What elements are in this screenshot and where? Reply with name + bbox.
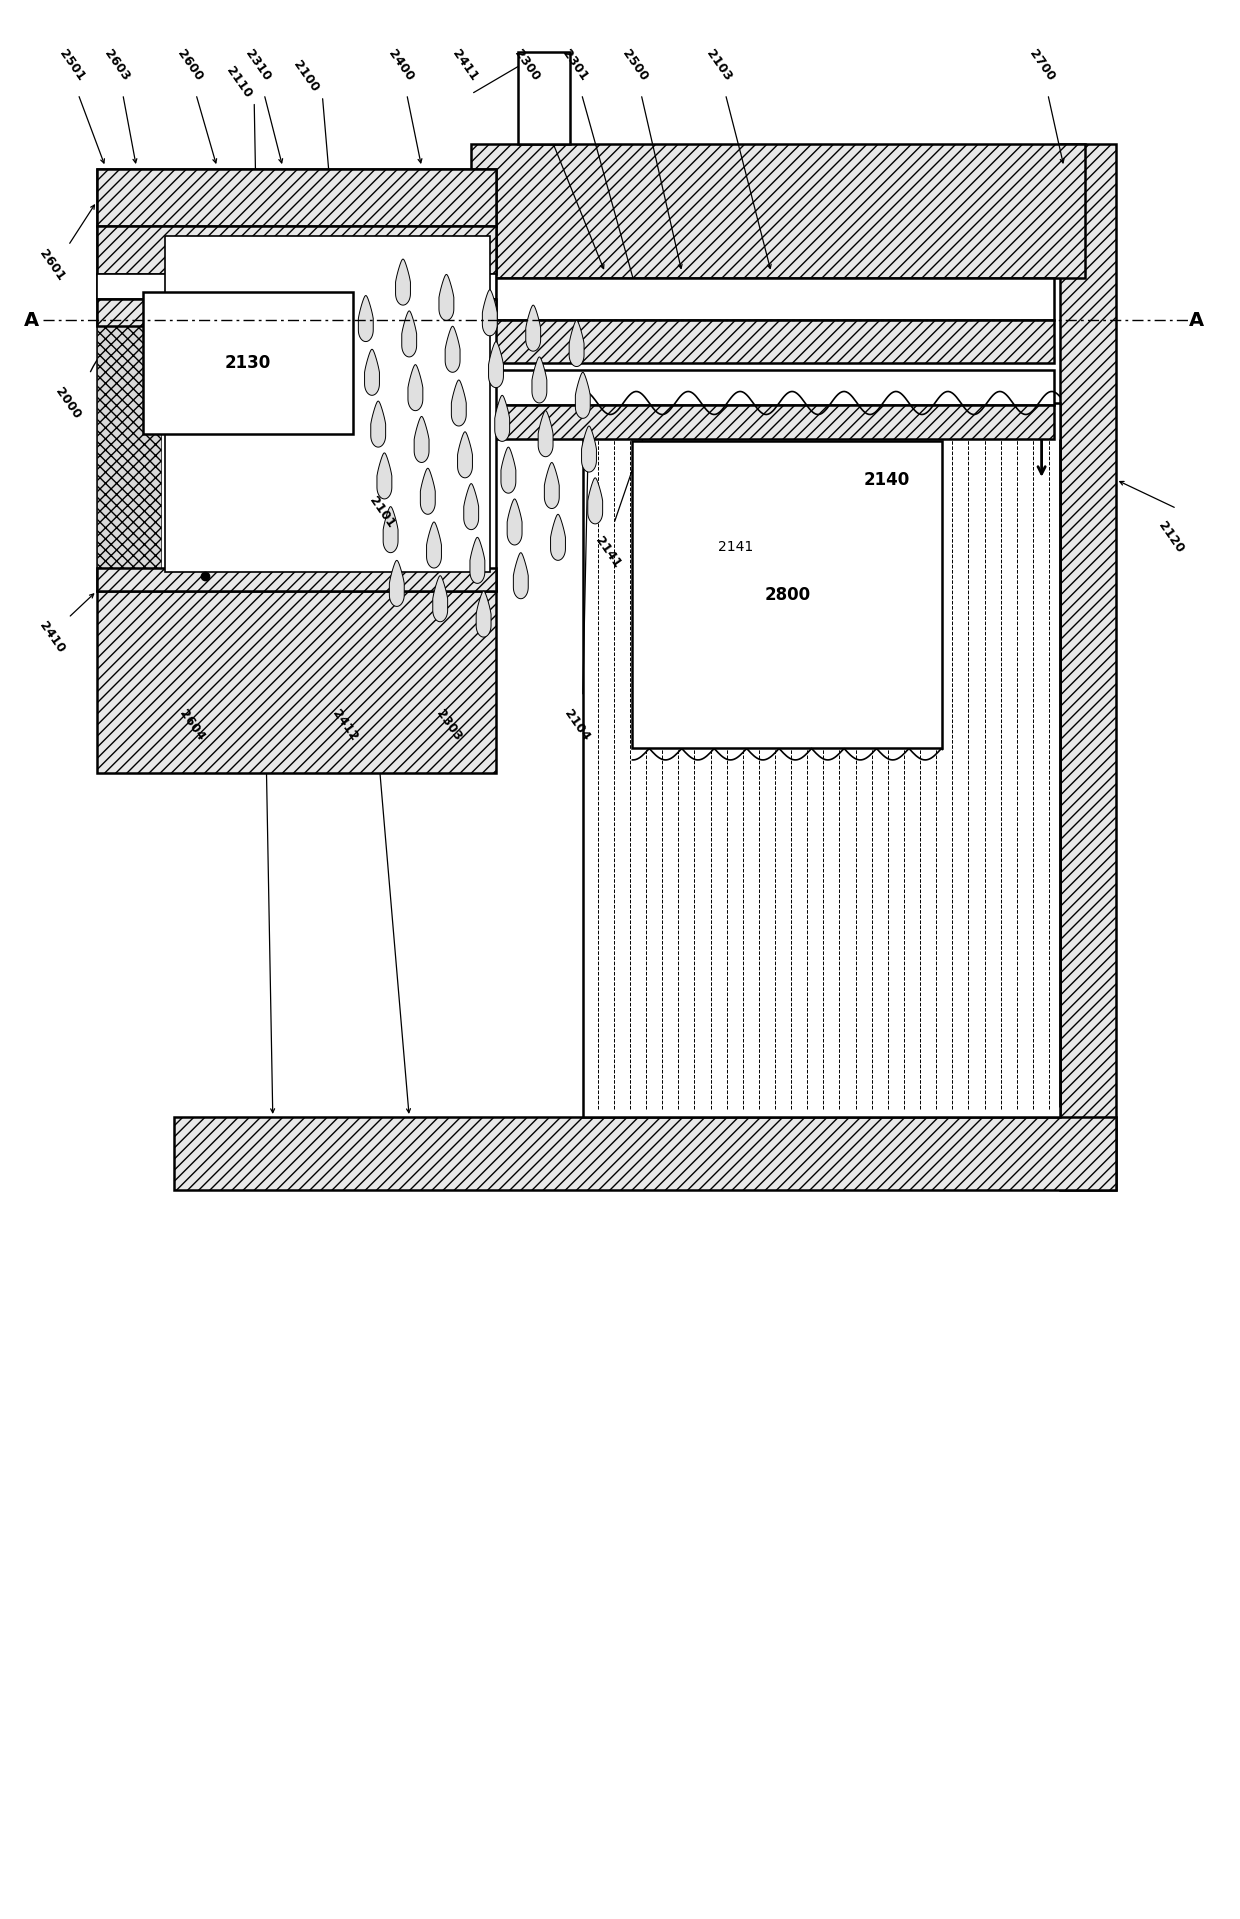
- Bar: [632, 441, 942, 748]
- Polygon shape: [389, 560, 404, 606]
- Text: 2600: 2600: [175, 48, 205, 83]
- Text: 2604: 2604: [177, 708, 207, 743]
- Text: 2103: 2103: [704, 48, 734, 83]
- Text: 2120: 2120: [1156, 520, 1185, 555]
- Text: 2603: 2603: [102, 48, 131, 83]
- Polygon shape: [538, 411, 553, 457]
- Polygon shape: [414, 416, 429, 462]
- Text: 2130: 2130: [224, 353, 272, 372]
- Bar: [174, 1117, 1116, 1190]
- Text: 2412: 2412: [330, 708, 360, 743]
- Polygon shape: [358, 296, 373, 342]
- Text: 2101: 2101: [367, 495, 397, 530]
- Text: 2141: 2141: [718, 539, 753, 555]
- Text: 2310: 2310: [243, 48, 273, 83]
- Bar: [97, 568, 496, 591]
- Polygon shape: [371, 401, 386, 447]
- Text: 2000: 2000: [53, 386, 83, 420]
- Polygon shape: [551, 514, 565, 560]
- Text: 2104: 2104: [562, 708, 591, 743]
- Polygon shape: [588, 478, 603, 524]
- Polygon shape: [377, 453, 392, 499]
- Bar: [143, 292, 353, 434]
- Text: 2141: 2141: [593, 535, 622, 570]
- Polygon shape: [464, 484, 479, 530]
- Bar: [165, 236, 490, 572]
- Polygon shape: [575, 372, 590, 418]
- Bar: [583, 403, 1060, 1117]
- Polygon shape: [433, 576, 448, 622]
- Polygon shape: [470, 537, 485, 583]
- Polygon shape: [427, 522, 441, 568]
- Bar: [97, 226, 161, 572]
- Text: 2303: 2303: [434, 708, 464, 743]
- Polygon shape: [544, 462, 559, 509]
- Polygon shape: [451, 380, 466, 426]
- Text: A: A: [24, 311, 38, 330]
- Bar: [97, 591, 496, 773]
- Polygon shape: [489, 342, 503, 388]
- Polygon shape: [582, 426, 596, 472]
- Polygon shape: [458, 432, 472, 478]
- Bar: [97, 226, 496, 274]
- Text: 2301: 2301: [560, 48, 590, 83]
- Polygon shape: [365, 349, 379, 395]
- Text: 2100: 2100: [291, 59, 321, 94]
- Bar: [471, 370, 1054, 405]
- Bar: [518, 52, 570, 144]
- Polygon shape: [482, 290, 497, 336]
- Text: 2410: 2410: [37, 620, 67, 654]
- Text: 2411: 2411: [450, 48, 480, 83]
- Text: 2140: 2140: [863, 470, 910, 489]
- Polygon shape: [526, 305, 541, 351]
- Bar: [97, 169, 496, 591]
- Polygon shape: [420, 468, 435, 514]
- Text: 2601: 2601: [37, 248, 67, 282]
- Bar: [471, 405, 1054, 439]
- Bar: [1060, 144, 1116, 1190]
- Text: A: A: [1189, 311, 1204, 330]
- Polygon shape: [408, 365, 423, 411]
- Bar: [97, 299, 496, 326]
- Polygon shape: [402, 311, 417, 357]
- Polygon shape: [476, 591, 491, 637]
- Polygon shape: [532, 357, 547, 403]
- Polygon shape: [439, 274, 454, 320]
- Polygon shape: [569, 320, 584, 367]
- Text: 2300: 2300: [512, 48, 542, 83]
- Polygon shape: [495, 395, 510, 441]
- Polygon shape: [513, 553, 528, 599]
- Bar: [471, 320, 1054, 363]
- Text: 2800: 2800: [764, 585, 811, 604]
- Text: 2400: 2400: [386, 48, 415, 83]
- Text: 2110: 2110: [224, 65, 254, 100]
- Text: 2501: 2501: [57, 48, 87, 83]
- Polygon shape: [507, 499, 522, 545]
- Bar: [97, 274, 496, 299]
- Polygon shape: [445, 326, 460, 372]
- Polygon shape: [501, 447, 516, 493]
- Text: 2500: 2500: [620, 48, 650, 83]
- Polygon shape: [383, 507, 398, 553]
- Polygon shape: [396, 259, 410, 305]
- Bar: [97, 169, 496, 226]
- Text: 2700: 2700: [1027, 48, 1056, 83]
- Bar: [471, 144, 1085, 278]
- Bar: [471, 278, 1054, 320]
